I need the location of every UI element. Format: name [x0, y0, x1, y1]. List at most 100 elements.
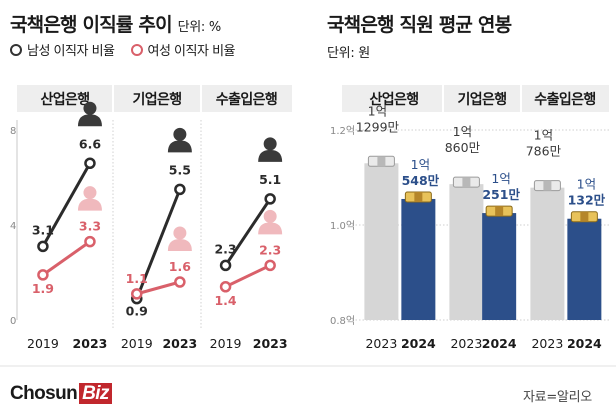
- salary-bar-2024: [567, 218, 602, 320]
- male-data-label: 5.5: [169, 162, 191, 177]
- female-data-point: [84, 235, 96, 248]
- salary-x-tick-label: 2024: [401, 336, 436, 351]
- female-data-point: [264, 259, 276, 272]
- turnover-y-tick-label: 8: [10, 126, 16, 137]
- salary-panel-title: 기업은행: [457, 92, 506, 108]
- female-data-label: 2.3: [259, 242, 281, 257]
- salary-value-label: 1299만: [356, 119, 400, 134]
- salary-chart-title: 국책은행 직원 평균 연봉: [327, 14, 512, 36]
- salary-panel-header-band: [342, 85, 609, 112]
- turnover-unit: 단위: %: [177, 20, 222, 35]
- male-data-label: 2.3: [214, 241, 236, 256]
- turnover-x-tick-label: 2023: [253, 336, 288, 351]
- female-data-point: [219, 281, 232, 293]
- salary-value-label: 786만: [526, 144, 562, 159]
- female-series-line: [224, 264, 271, 289]
- female-series-line: [42, 240, 91, 277]
- salary-unit: 단위: 원: [327, 46, 370, 61]
- money-band-icon: [495, 206, 504, 217]
- money-band-icon: [414, 191, 423, 202]
- salary-value-label: 1억: [453, 124, 472, 139]
- male-data-label: 0.9: [126, 304, 148, 319]
- salary-y-tick-label: 1.2억: [330, 125, 355, 137]
- salary-value-label: 548만: [402, 173, 440, 188]
- female-data-label: 1.4: [214, 293, 236, 308]
- female-person-icon: [258, 209, 283, 235]
- turnover-x-tick-label: 2019: [27, 336, 59, 351]
- salary-value-label: 1억: [577, 177, 596, 192]
- female-data-point: [131, 288, 143, 300]
- salary-panel-title: 수출입은행: [534, 91, 595, 108]
- salary-bar-2024: [482, 213, 517, 320]
- salary-x-tick-label: 2023: [531, 336, 563, 351]
- female-person-icon: [167, 226, 192, 251]
- male-data-label: 5.1: [259, 172, 281, 187]
- male-data-point: [219, 259, 232, 272]
- salary-value-label: 1억: [411, 157, 430, 172]
- salary-x-tick-label: 2024: [567, 336, 602, 351]
- chosunbiz-logo: Chosun Biz: [10, 383, 112, 405]
- logo-accent-text: Biz: [79, 383, 112, 404]
- salary-y-tick-label: 1.0억: [330, 220, 355, 232]
- salary-value-label: 860만: [445, 140, 481, 155]
- turnover-x-tick-label: 2023: [162, 336, 197, 351]
- turnover-x-tick-label: 2023: [73, 336, 108, 351]
- logo-main-text: Chosun: [10, 383, 78, 404]
- salary-bar-2023: [530, 187, 565, 320]
- salary-y-tick-label: 0.8억: [330, 315, 355, 327]
- female-data-label: 1.6: [169, 259, 191, 274]
- salary-bar-2024: [401, 198, 436, 320]
- turnover-panel-title: 수출입은행: [216, 91, 277, 108]
- salary-x-tick-label: 2023: [450, 336, 482, 351]
- turnover-chart-title: 국책은행 이직률 추이 단위: %: [10, 10, 221, 37]
- female-person-icon: [77, 186, 102, 211]
- male-data-point: [264, 193, 276, 205]
- turnover-panel-title: 기업은행: [132, 92, 181, 108]
- female-data-point: [174, 276, 186, 288]
- female-data-label: 1.1: [126, 271, 148, 286]
- money-band-icon: [377, 156, 386, 167]
- money-band-icon: [543, 180, 552, 191]
- male-legend-label: 남성 이직자 비율: [27, 44, 115, 59]
- salary-x-tick-label: 2023: [365, 336, 397, 351]
- money-band-icon: [580, 211, 589, 222]
- salary-panel-title: 산업은행: [369, 91, 418, 108]
- turnover-y-tick-label: 0: [10, 316, 16, 327]
- male-series-line: [41, 162, 92, 248]
- male-person-icon: [258, 137, 283, 162]
- female-data-label: 1.9: [32, 281, 54, 296]
- male-data-label: 3.1: [32, 222, 54, 237]
- male-series-line: [224, 198, 272, 267]
- salary-bar-2023: [364, 163, 399, 320]
- turnover-y-tick-label: 4: [10, 221, 16, 232]
- money-band-icon: [462, 177, 471, 188]
- salary-value-label: 1억: [534, 128, 553, 143]
- female-series-line: [136, 280, 181, 296]
- female-legend-label: 여성 이직자 비율: [147, 44, 236, 59]
- salary-value-label: 251만: [482, 187, 520, 202]
- salary-bar-2023: [449, 184, 484, 320]
- turnover-title-text: 국책은행 이직률 추이: [10, 14, 173, 36]
- male-data-point: [84, 157, 96, 169]
- salary-value-label: 132만: [568, 193, 606, 208]
- male-data-label: 6.6: [79, 136, 101, 151]
- turnover-panel-title: 산업은행: [40, 91, 89, 108]
- female-data-label: 3.3: [79, 219, 101, 234]
- turnover-panel-header-band: [17, 85, 292, 112]
- salary-x-tick-label: 2024: [482, 336, 517, 351]
- male-person-icon: [167, 127, 192, 153]
- male-series-line: [135, 188, 182, 300]
- turnover-legend: 남성 이직자 비율 여성 이직자 비율: [10, 40, 235, 59]
- salary-value-label: 1억: [491, 171, 510, 186]
- turnover-x-tick-label: 2019: [121, 336, 153, 351]
- male-data-point: [174, 183, 186, 196]
- turnover-x-tick-label: 2019: [210, 336, 242, 351]
- male-person-icon: [77, 101, 102, 127]
- female-legend-marker: [130, 43, 143, 56]
- salary-value-label: 1억: [368, 103, 387, 118]
- male-data-point: [37, 240, 49, 253]
- male-legend-marker: [10, 43, 22, 56]
- source-note: 자료=알리오: [523, 390, 592, 405]
- female-data-point: [37, 269, 49, 281]
